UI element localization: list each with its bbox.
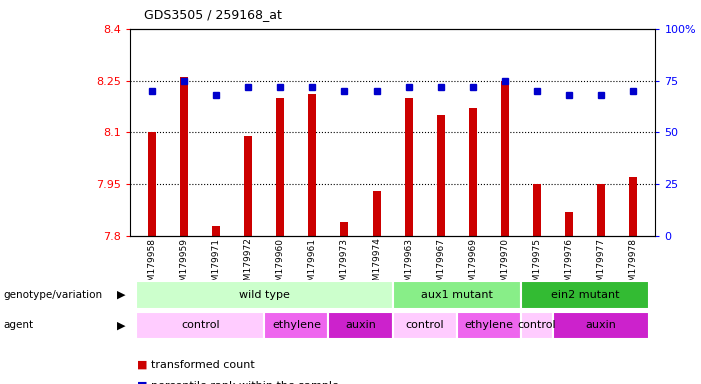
- Text: ethylene: ethylene: [464, 320, 513, 331]
- Text: ethylene: ethylene: [272, 320, 321, 331]
- Text: control: control: [181, 320, 219, 331]
- Bar: [148, 132, 156, 236]
- Text: ein2 mutant: ein2 mutant: [551, 290, 619, 300]
- Bar: [521, 281, 649, 309]
- Bar: [565, 212, 573, 236]
- Bar: [264, 312, 329, 339]
- Bar: [393, 312, 456, 339]
- Text: control: control: [405, 320, 444, 331]
- Bar: [372, 191, 381, 236]
- Text: aux1 mutant: aux1 mutant: [421, 290, 493, 300]
- Bar: [136, 281, 393, 309]
- Text: auxin: auxin: [585, 320, 616, 331]
- Text: ■: ■: [137, 360, 147, 370]
- Text: ▶: ▶: [117, 290, 125, 300]
- Bar: [521, 312, 553, 339]
- Text: transformed count: transformed count: [151, 360, 254, 370]
- Bar: [597, 184, 605, 236]
- Text: ■: ■: [137, 381, 147, 384]
- Bar: [244, 136, 252, 236]
- Bar: [404, 98, 413, 236]
- Bar: [212, 226, 220, 236]
- Text: genotype/variation: genotype/variation: [4, 290, 102, 300]
- Bar: [501, 81, 509, 236]
- Bar: [341, 222, 348, 236]
- Bar: [629, 177, 637, 236]
- Text: percentile rank within the sample: percentile rank within the sample: [151, 381, 339, 384]
- Bar: [456, 312, 521, 339]
- Bar: [533, 184, 541, 236]
- Text: agent: agent: [4, 320, 34, 331]
- Bar: [469, 108, 477, 236]
- Bar: [437, 115, 444, 236]
- Bar: [329, 312, 393, 339]
- Text: GDS3505 / 259168_at: GDS3505 / 259168_at: [144, 8, 282, 21]
- Text: ▶: ▶: [117, 320, 125, 331]
- Bar: [393, 281, 521, 309]
- Bar: [276, 98, 285, 236]
- Text: auxin: auxin: [345, 320, 376, 331]
- Bar: [136, 312, 264, 339]
- Text: control: control: [517, 320, 556, 331]
- Bar: [553, 312, 649, 339]
- Text: wild type: wild type: [239, 290, 290, 300]
- Bar: [308, 94, 316, 236]
- Bar: [180, 77, 188, 236]
